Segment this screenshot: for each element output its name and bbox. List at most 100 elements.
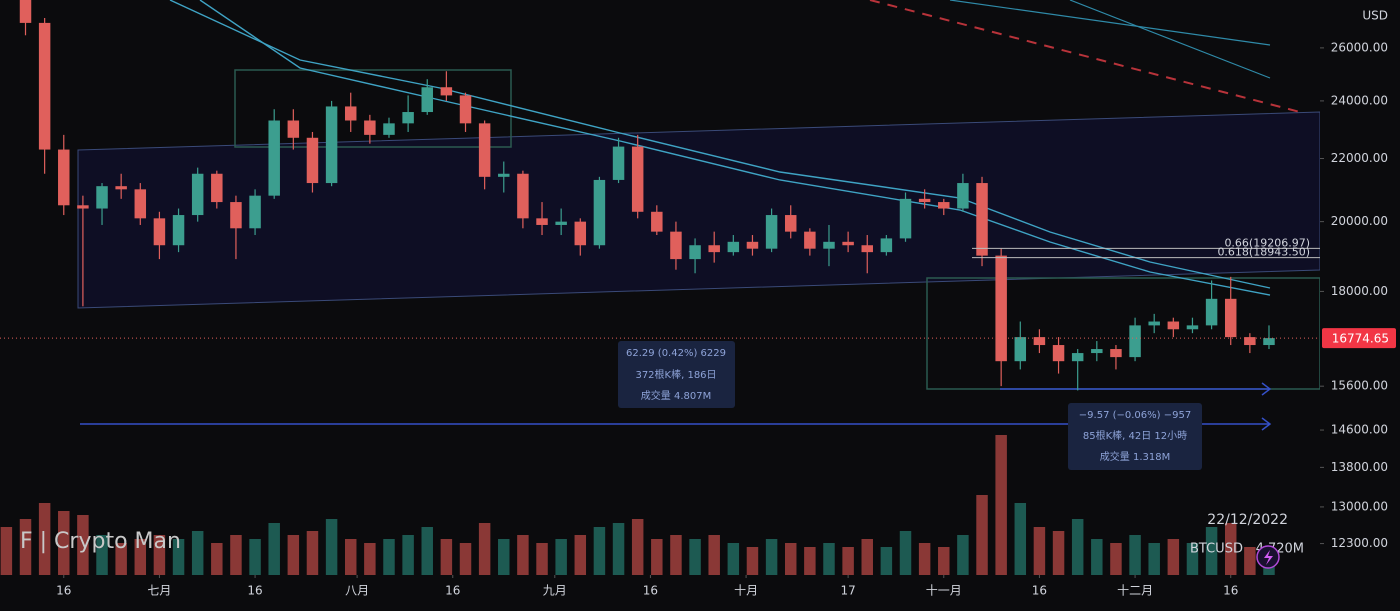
- measure-text: 62.29 (0.42%) 6229: [626, 348, 726, 359]
- volume-bar: [1033, 527, 1046, 575]
- volume-bar: [861, 539, 873, 575]
- candle-body: [230, 202, 242, 229]
- volume-bar: [1014, 503, 1027, 575]
- last-price-badge: [1322, 328, 1396, 349]
- volume-bar: [383, 539, 395, 575]
- candle-body: [918, 198, 931, 203]
- volume-bar: [727, 543, 740, 575]
- candle-body: [211, 173, 223, 203]
- x-tick-label: 八月: [345, 584, 369, 598]
- volume-bar: [268, 523, 280, 575]
- volume-bar: [211, 543, 223, 575]
- volume-bar: [957, 535, 969, 575]
- volume-bar: [58, 511, 70, 575]
- candle-body: [842, 241, 854, 246]
- volume-bar: [555, 539, 567, 575]
- candle-body: [670, 231, 682, 260]
- candle-body: [689, 245, 701, 260]
- candle-body: [344, 106, 357, 121]
- candle-body: [727, 241, 740, 253]
- candle-body: [1167, 321, 1180, 330]
- volume-bar: [1224, 523, 1237, 575]
- candle-body: [612, 146, 625, 180]
- candle-body: [1186, 325, 1199, 330]
- x-tick-label: 16: [643, 584, 658, 598]
- candle-body: [746, 241, 759, 249]
- candle-body: [383, 123, 395, 135]
- alert-icon: [1264, 550, 1273, 565]
- volume-bar: [938, 547, 950, 575]
- candle-body: [1110, 349, 1122, 358]
- candle-body: [593, 179, 606, 246]
- volume-bar: [784, 543, 797, 575]
- range-box: [234, 69, 512, 148]
- volume-bar: [574, 535, 587, 575]
- candle-body: [1148, 321, 1160, 326]
- candle-body: [478, 123, 491, 177]
- candle-body: [249, 195, 261, 229]
- symbol: BTCUSD: [1190, 542, 1243, 557]
- candle-body: [77, 205, 89, 209]
- volume-bar: [823, 543, 835, 575]
- volume-bar: [593, 527, 606, 575]
- volume-bar: [306, 531, 319, 575]
- volume-bar: [765, 539, 778, 575]
- candle-body: [115, 186, 127, 190]
- candle-body: [1263, 338, 1275, 346]
- volume-layer: [0, 435, 1275, 575]
- y-tick-label: 13000.00: [1331, 499, 1388, 513]
- candle-body: [1052, 345, 1065, 362]
- trend-line: [869, 0, 1301, 113]
- candle-body: [1071, 353, 1084, 362]
- volume-bar: [230, 535, 242, 575]
- y-tick-label: 26000.00: [1331, 40, 1388, 54]
- candle-body: [402, 112, 414, 124]
- candle-body: [938, 202, 950, 209]
- volume-bar: [421, 527, 433, 575]
- volume-bar: [77, 515, 89, 575]
- candle-body: [574, 221, 587, 246]
- candle-body: [1014, 337, 1027, 362]
- volume-bar: [344, 539, 357, 575]
- candle-body: [306, 137, 319, 184]
- candle-body: [1205, 298, 1218, 326]
- fib-label: 0.618(18943.50): [1217, 246, 1310, 259]
- measure-box: [618, 341, 735, 408]
- volume-bar: [134, 539, 147, 575]
- volume-bar: [402, 535, 414, 575]
- volume-bar: [631, 519, 644, 575]
- candle-body: [976, 183, 988, 256]
- x-tick-label: 16: [1032, 584, 1047, 598]
- x-tick-label: 七月: [147, 584, 171, 598]
- volume-bar: [651, 539, 663, 575]
- watermark: F | Crypto Man: [20, 529, 181, 554]
- y-tick-label: 13800.00: [1331, 460, 1388, 474]
- date-label: 22/12/2022: [1207, 512, 1288, 528]
- volume-bar: [498, 539, 510, 575]
- arrow: [1261, 417, 1272, 431]
- candle-body: [440, 87, 453, 96]
- volume-bar: [172, 539, 185, 575]
- candle-body: [268, 120, 280, 196]
- volume-bar: [1167, 539, 1180, 575]
- candle-body: [708, 245, 720, 253]
- volume-bar: [880, 547, 893, 575]
- volume-bar: [746, 547, 759, 575]
- candle-body: [325, 106, 338, 184]
- measure-text: −9.57 (−0.06%) −957: [1079, 410, 1191, 421]
- measure-text: 372根K棒, 186日: [635, 368, 716, 381]
- candle-body: [134, 189, 147, 219]
- volume-bar: [670, 535, 682, 575]
- volume-bar: [115, 543, 127, 575]
- y-tick-label: 18000.00: [1331, 284, 1388, 298]
- candle-body: [555, 221, 567, 225]
- candle-body: [765, 215, 778, 249]
- measure-box: [1068, 403, 1202, 470]
- volume-bar: [1052, 531, 1065, 575]
- candle-body: [880, 238, 893, 253]
- candle-body: [19, 0, 32, 23]
- volume-bar: [1091, 539, 1103, 575]
- volume-bar: [1186, 543, 1199, 575]
- trend-line: [949, 0, 1271, 46]
- arrow: [1261, 382, 1272, 396]
